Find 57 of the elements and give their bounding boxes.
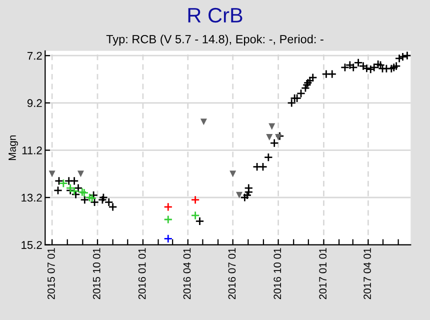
point (389, 62, 398, 72)
point (98, 195, 107, 204)
point (164, 202, 173, 212)
point (200, 118, 207, 126)
point (266, 134, 273, 140)
point (54, 176, 64, 186)
point (53, 186, 62, 195)
point (268, 123, 276, 130)
point (90, 198, 100, 207)
x-tick-label: 2016 07 01 (228, 248, 236, 300)
point (77, 170, 84, 178)
point (328, 70, 337, 79)
x-tick-label: 2016 04 01 (183, 248, 191, 300)
x-tick-label: 2016 01 01 (138, 248, 146, 300)
point (88, 194, 97, 203)
y-tick-label: 7.2 (27, 52, 42, 60)
point (104, 198, 114, 207)
point (270, 138, 279, 148)
y-tick-label: 11.2 (22, 146, 42, 154)
x-tick-label: 2016 10 01 (274, 248, 282, 300)
y-tick-label: 15.2 (22, 241, 42, 249)
y-tick-label: 9.2 (27, 99, 42, 108)
point (48, 170, 56, 178)
point (230, 170, 236, 178)
point (85, 193, 94, 202)
point (78, 188, 87, 197)
point (70, 176, 79, 186)
point (275, 134, 282, 140)
point (190, 195, 200, 204)
x-tick-label: 2017 01 01 (319, 248, 327, 300)
point (108, 202, 118, 212)
point (164, 214, 173, 224)
point (98, 193, 108, 202)
point (264, 152, 273, 162)
x-tick-label: 2017 04 01 (364, 248, 371, 300)
point (398, 52, 408, 62)
point (258, 162, 268, 172)
x-tick-label: 2015 07 01 (47, 248, 55, 300)
x-tick-label: 2015 10 01 (92, 248, 100, 300)
point (58, 178, 68, 188)
point (89, 190, 98, 200)
point (80, 195, 90, 204)
point (80, 188, 89, 198)
point (374, 60, 383, 69)
point (70, 186, 79, 196)
point (236, 192, 243, 198)
chart-title: R CrB (188, 8, 242, 23)
point (252, 162, 262, 172)
chart-subtitle: Typ: RCB (V 5.7 - 14.8), Epok: -, Period: - (106, 34, 324, 46)
point (242, 190, 252, 200)
point (64, 176, 74, 186)
y-axis-title: Magn (8, 135, 18, 160)
y-tick-label: 13.2 (22, 194, 42, 202)
point (195, 216, 204, 226)
point (164, 234, 173, 244)
point (322, 70, 331, 79)
point (190, 210, 200, 220)
